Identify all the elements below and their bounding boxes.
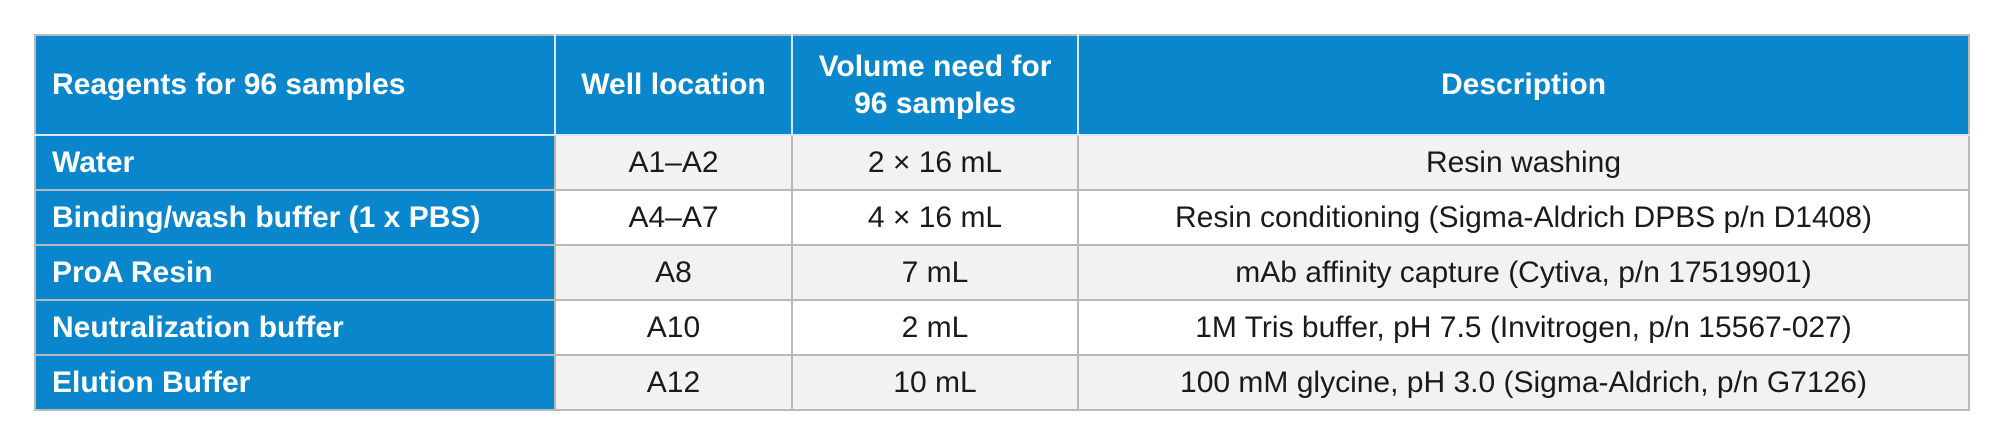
volume: 10 mL (791, 354, 1079, 411)
header-well-location: Well location (554, 34, 793, 136)
reagent-name: Neutralization buffer (34, 299, 556, 356)
table-row: ProA Resin A8 7 mL mAb affinity capture … (34, 244, 1970, 301)
well-location: A12 (554, 354, 793, 411)
reagent-table: Reagents for 96 samples Well location Vo… (34, 34, 1970, 411)
well-location: A1–A2 (554, 134, 793, 191)
table-row: Elution Buffer A12 10 mL 100 mM glycine,… (34, 354, 1970, 411)
description: mAb affinity capture (Cytiva, p/n 175199… (1077, 244, 1970, 301)
volume: 2 mL (791, 299, 1079, 356)
reagent-name: Elution Buffer (34, 354, 556, 411)
reagent-name: ProA Resin (34, 244, 556, 301)
description: 100 mM glycine, pH 3.0 (Sigma-Aldrich, p… (1077, 354, 1970, 411)
header-volume: Volume need for 96 samples (791, 34, 1079, 136)
description: Resin washing (1077, 134, 1970, 191)
table-body: Water A1–A2 2 × 16 mL Resin washing Bind… (34, 134, 1970, 411)
well-location: A10 (554, 299, 793, 356)
volume: 2 × 16 mL (791, 134, 1079, 191)
table-row: Neutralization buffer A10 2 mL 1M Tris b… (34, 299, 1970, 356)
reagent-name: Binding/wash buffer (1 x PBS) (34, 189, 556, 246)
volume: 7 mL (791, 244, 1079, 301)
header-description: Description (1077, 34, 1970, 136)
table-row: Water A1–A2 2 × 16 mL Resin washing (34, 134, 1970, 191)
well-location: A4–A7 (554, 189, 793, 246)
volume: 4 × 16 mL (791, 189, 1079, 246)
table-row: Binding/wash buffer (1 x PBS) A4–A7 4 × … (34, 189, 1970, 246)
header-reagents: Reagents for 96 samples (34, 34, 556, 136)
description: 1M Tris buffer, pH 7.5 (Invitrogen, p/n … (1077, 299, 1970, 356)
well-location: A8 (554, 244, 793, 301)
reagent-table-container: Reagents for 96 samples Well location Vo… (34, 34, 1970, 411)
reagent-name: Water (34, 134, 556, 191)
header-row: Reagents for 96 samples Well location Vo… (34, 34, 1970, 136)
table-header: Reagents for 96 samples Well location Vo… (34, 34, 1970, 136)
header-volume-label: Volume need for 96 samples (818, 49, 1052, 121)
description: Resin conditioning (Sigma-Aldrich DPBS p… (1077, 189, 1970, 246)
